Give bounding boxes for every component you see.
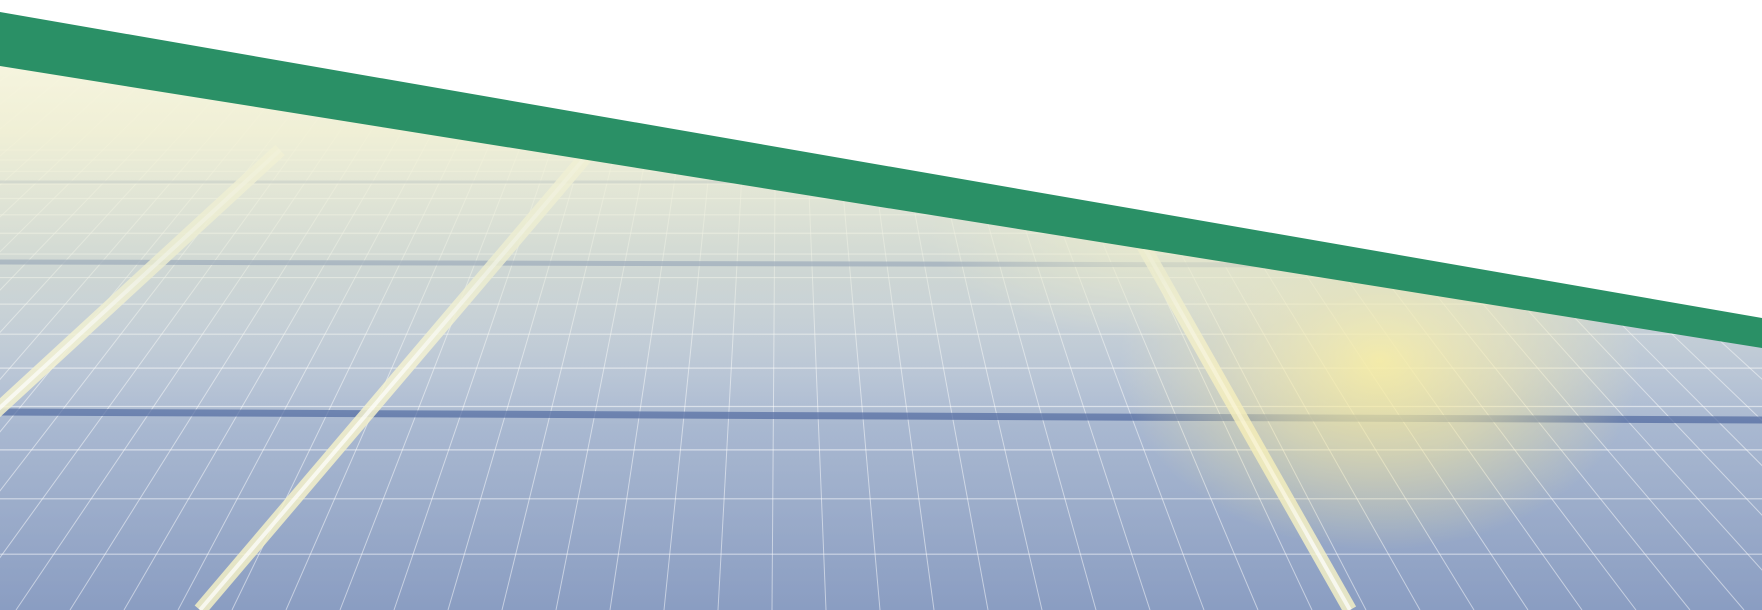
- white-wedge: [0, 0, 1762, 318]
- green-accent-stripe: [0, 12, 1762, 348]
